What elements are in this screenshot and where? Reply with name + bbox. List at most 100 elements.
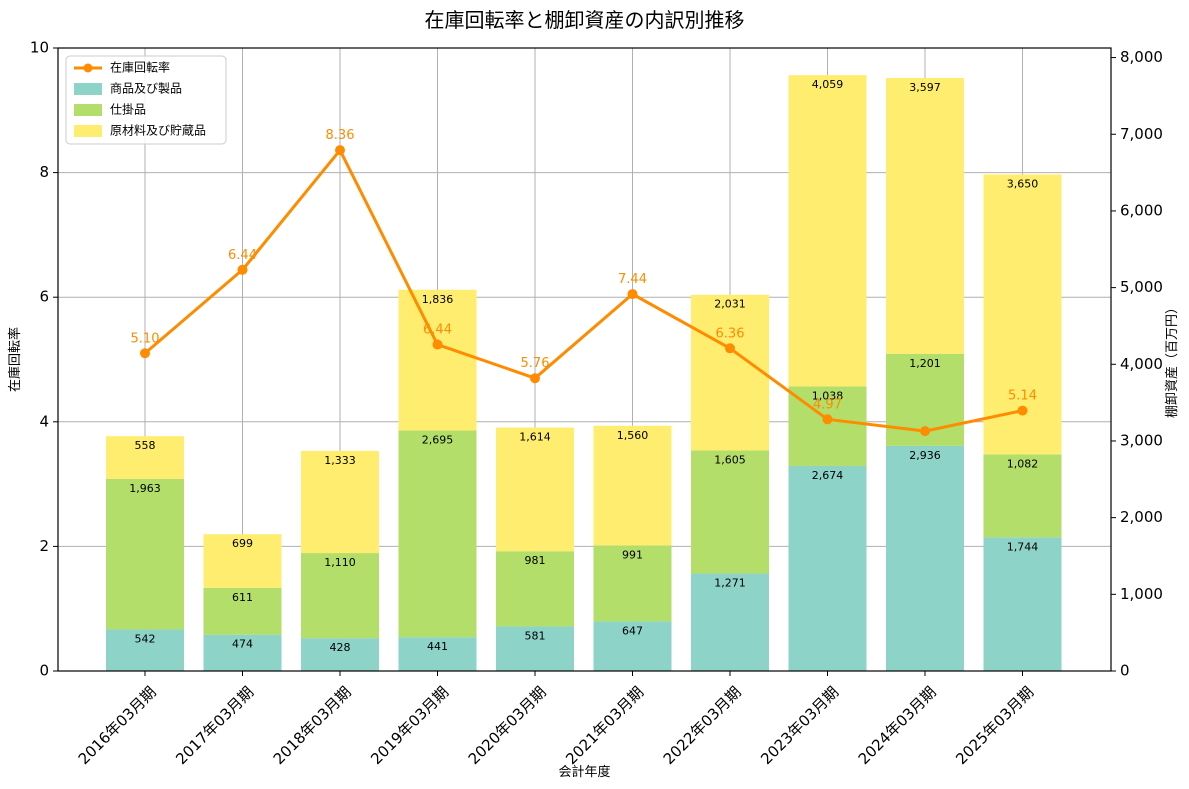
tick-x-label-4: 2020年03月期: [465, 683, 550, 768]
bar-label-2-3: 1,836: [422, 293, 454, 306]
tick-right-label-7: 7,000: [1120, 125, 1163, 143]
legend-label-line: 在庫回転率: [110, 60, 170, 75]
bar-label-0-2: 428: [330, 641, 351, 654]
tick-x-label-6: 2022年03月期: [660, 683, 745, 768]
bar-0-9: [983, 537, 1062, 671]
tick-right-label-4: 4,000: [1120, 355, 1163, 373]
legend-label-0: 商品及び製品: [110, 81, 182, 96]
tick-x-label-8: 2024年03月期: [855, 683, 940, 768]
turnover-label-3: 6.44: [423, 323, 452, 338]
bar-2-4: [496, 427, 574, 552]
bar-label-1-4: 981: [525, 554, 546, 567]
tick-left-label-1: 2: [39, 537, 49, 555]
tick-right-label-3: 3,000: [1120, 431, 1163, 449]
bar-label-1-3: 2,695: [422, 434, 454, 447]
legend-label-1: 仕掛品: [110, 102, 146, 117]
legend-swatch-1: [74, 104, 102, 116]
turnover-label-7: 4.97: [813, 397, 842, 412]
turnover-line: [144, 148, 1023, 433]
legend-box: [65, 55, 227, 145]
tick-right-label-2: 2,000: [1120, 508, 1163, 526]
legend-swatch-2: [74, 125, 102, 137]
bar-1-9: [983, 454, 1062, 538]
tick-left-label-0: 0: [39, 662, 49, 680]
turnover-point-5: [627, 289, 638, 300]
bar-0-8: [886, 445, 964, 671]
bar-0-4: [496, 626, 574, 671]
bar-0-1: [203, 634, 282, 671]
bar-1-1: [203, 587, 282, 635]
bar-label-1-6: 1,605: [714, 453, 746, 466]
x-axis-title: 会計年度: [558, 764, 610, 780]
bar-1-2: [301, 553, 379, 639]
tick-x-label-2: 2018年03月期: [270, 683, 355, 768]
bar-label-1-7: 1,038: [812, 389, 844, 402]
tick-left-label-5: 10: [30, 39, 49, 57]
tick-right-label-6: 6,000: [1120, 201, 1163, 219]
turnover-point-9: [1017, 405, 1028, 416]
turnover-point-1: [237, 264, 248, 275]
y-right-axis-title: 棚卸資産（百万円）: [1164, 301, 1180, 418]
bar-label-1-0: 1,963: [129, 482, 161, 495]
legend-swatch-0: [74, 83, 102, 95]
bar-label-1-5: 991: [622, 548, 643, 561]
turnover-point-4: [530, 373, 540, 384]
bar-label-0-1: 474: [232, 638, 253, 651]
bar-label-0-0: 542: [135, 632, 156, 645]
bar-0-7: [788, 465, 867, 671]
bar-label-2-2: 1,333: [324, 454, 356, 467]
bar-label-1-8: 1,201: [909, 357, 941, 370]
bar-2-6: [691, 294, 769, 451]
bar-1-3: [398, 430, 477, 638]
bar-label-0-7: 2,674: [812, 469, 844, 482]
bar-1-5: [593, 545, 672, 622]
bar-label-0-6: 1,271: [714, 577, 746, 590]
y-left-axis-title: 在庫回転率: [7, 327, 23, 392]
bar-label-2-8: 3,597: [909, 81, 941, 94]
bar-label-2-7: 4,059: [812, 78, 844, 91]
turnover-point-3: [432, 339, 443, 350]
tick-x-label-5: 2021年03月期: [562, 683, 647, 768]
bar-0-0: [106, 629, 184, 671]
turnover-point-6: [725, 343, 735, 354]
turnover-label-0: 5.10: [131, 331, 160, 346]
turnover-label-6: 6.36: [716, 326, 745, 341]
turnover-label-4: 5.76: [521, 356, 550, 371]
tick-x-label-1: 2017年03月期: [172, 683, 257, 768]
tick-right-label-1: 1,000: [1120, 585, 1163, 603]
bar-label-0-8: 2,936: [909, 449, 941, 462]
tick-x-label-3: 2019年03月期: [367, 683, 452, 768]
tick-x-label-9: 2025年03月期: [952, 683, 1037, 768]
bar-2-8: [886, 77, 964, 354]
turnover-label-5: 7.44: [618, 272, 647, 287]
bar-1-6: [691, 450, 769, 574]
bar-label-2-6: 2,031: [714, 298, 746, 311]
bar-2-2: [301, 450, 379, 554]
tick-x-label-0: 2016年03月期: [75, 683, 160, 768]
bar-label-2-9: 3,650: [1007, 177, 1039, 190]
chart-title: 在庫回転率と棚卸資産の内訳別推移: [425, 8, 745, 32]
turnover-label-2: 8.36: [326, 128, 355, 143]
legend-line-marker: [83, 63, 93, 73]
bar-2-0: [106, 436, 184, 479]
turnover-point-7: [822, 414, 833, 425]
bar-label-2-0: 558: [135, 439, 156, 452]
turnover-label-1: 6.44: [228, 248, 257, 263]
tick-left-label-2: 4: [39, 412, 49, 430]
tick-right-label-5: 5,000: [1120, 278, 1163, 296]
bar-label-0-3: 441: [427, 640, 448, 653]
turnover-point-8: [920, 426, 930, 437]
bar-0-2: [301, 638, 379, 671]
bar-label-0-9: 1,744: [1007, 540, 1039, 553]
bar-label-2-5: 1,560: [617, 429, 649, 442]
bar-0-5: [593, 621, 672, 671]
turnover-point-2: [335, 145, 345, 156]
bar-label-2-1: 699: [232, 537, 253, 550]
bar-label-1-9: 1,082: [1007, 457, 1039, 470]
bar-label-1-1: 611: [232, 591, 253, 604]
turnover-point-0: [140, 348, 150, 359]
legend-label-2: 原材料及び貯蔵品: [110, 124, 206, 138]
bar-label-0-4: 581: [525, 629, 546, 642]
